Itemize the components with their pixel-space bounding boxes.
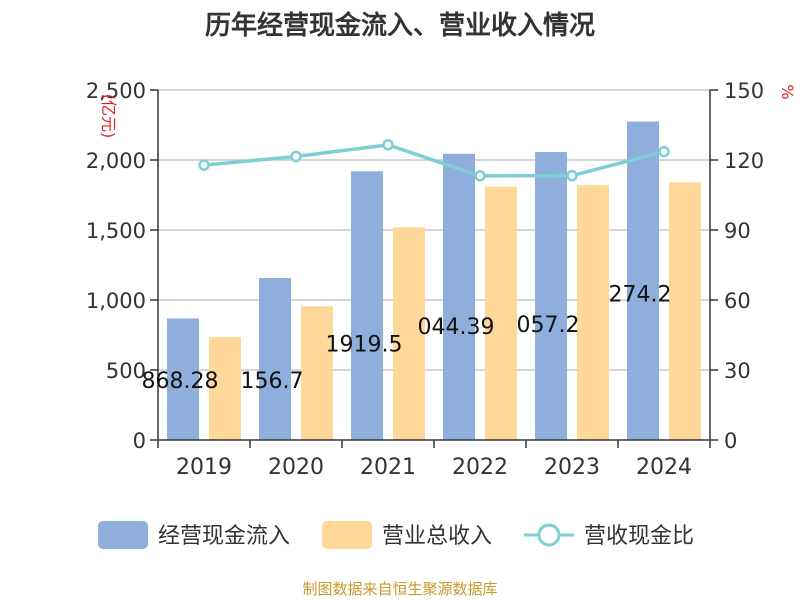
data-label: 156.7 bbox=[241, 369, 304, 394]
ratio-point bbox=[290, 150, 302, 163]
legend-label: 营收现金比 bbox=[584, 524, 694, 549]
data-labels: 868.28 156.7 1919.5 044.39 057.2 274.2 bbox=[142, 283, 672, 394]
data-label: 274.2 bbox=[609, 283, 672, 308]
bar-cash-inflow bbox=[627, 121, 659, 440]
left-axis-unit: (亿元) bbox=[99, 94, 118, 139]
right-tick-label: 30 bbox=[724, 359, 751, 383]
bars bbox=[167, 121, 701, 440]
ratio-point bbox=[474, 170, 486, 182]
right-tick-label: 120 bbox=[724, 149, 764, 173]
ratio-point bbox=[658, 145, 670, 158]
left-tick-label: 1,000 bbox=[86, 289, 146, 313]
chart-title: 历年经营现金流入、营业收入情况 bbox=[205, 10, 595, 41]
x-tick-label: 2022 bbox=[452, 455, 508, 480]
bar-revenue bbox=[485, 186, 517, 440]
bar-revenue bbox=[577, 185, 609, 440]
right-tick-label: 90 bbox=[724, 219, 751, 243]
bar-cash-inflow bbox=[535, 151, 567, 440]
legend-label: 营业总收入 bbox=[382, 524, 492, 549]
right-tick-label: 0 bbox=[724, 429, 737, 453]
bar-revenue bbox=[301, 306, 333, 440]
ratio-point bbox=[382, 139, 394, 151]
bar-cash-inflow bbox=[351, 171, 383, 440]
legend-swatch bbox=[322, 521, 372, 549]
x-tick-label: 2020 bbox=[268, 455, 324, 480]
left-tick-label: 2,000 bbox=[86, 149, 146, 173]
right-tick-label: 60 bbox=[724, 289, 751, 313]
left-tick-label: 1,500 bbox=[86, 219, 146, 243]
bar-cash-inflow bbox=[167, 318, 199, 440]
bar-revenue bbox=[393, 227, 425, 440]
x-tick-label: 2024 bbox=[636, 455, 692, 480]
x-tick-label: 2023 bbox=[544, 455, 600, 480]
data-label: 044.39 bbox=[418, 315, 495, 340]
data-label: 868.28 bbox=[142, 369, 219, 394]
right-tick-label: 150 bbox=[724, 79, 764, 103]
left-tick-label: 500 bbox=[106, 359, 146, 383]
bar-cash-inflow bbox=[443, 153, 475, 440]
x-tick-label: 2021 bbox=[360, 455, 416, 480]
legend-marker bbox=[537, 523, 561, 547]
source-note: 制图数据来自恒生聚源数据库 bbox=[302, 580, 497, 598]
legend-swatch bbox=[98, 521, 148, 549]
left-tick-label: 2,500 bbox=[86, 79, 146, 103]
data-label: 1919.5 bbox=[326, 332, 403, 357]
bar-cash-inflow bbox=[259, 278, 291, 440]
right-axis-unit: % bbox=[778, 84, 797, 99]
bar-revenue bbox=[209, 337, 241, 440]
ratio-point bbox=[566, 169, 578, 182]
ratio-point bbox=[198, 159, 210, 171]
ratio-line-path bbox=[203, 143, 665, 178]
ratio-line bbox=[198, 139, 670, 182]
axes: 0 500 1,000 1,500 2,000 2,500 0 30 60 90 120 150 201… bbox=[86, 79, 764, 480]
legend: 经营现金流入 营业总收入 营收现金比 bbox=[98, 521, 694, 549]
bar-revenue bbox=[669, 182, 701, 440]
data-label: 057.2 bbox=[517, 313, 580, 338]
legend-label: 经营现金流入 bbox=[158, 524, 290, 549]
left-tick-label: 0 bbox=[133, 429, 146, 453]
x-tick-label: 2019 bbox=[176, 455, 232, 480]
